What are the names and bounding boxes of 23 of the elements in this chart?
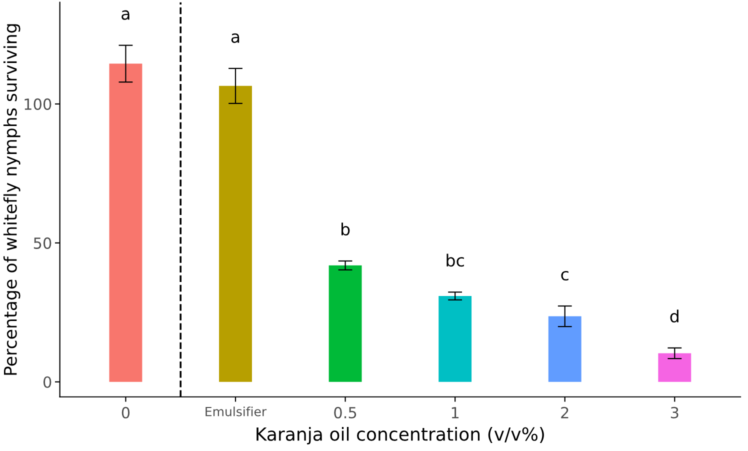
x-tick-label: 0 <box>122 406 130 418</box>
annotation: a <box>231 33 240 43</box>
y-tick-label: 100 <box>24 98 52 110</box>
x-tick-label: 0.5 <box>334 406 356 418</box>
x-axis-title: Karanja oil concentration (v/v%) <box>256 426 544 444</box>
annotation: b <box>342 222 350 236</box>
x-tick-label: Emulsifier <box>206 406 267 416</box>
annotation: bc <box>446 254 464 267</box>
x-tick-label: 1 <box>452 407 459 418</box>
y-tick-label: 0 <box>43 376 52 388</box>
bar <box>109 64 142 382</box>
annotation: c <box>561 270 568 281</box>
x-tick-label: 2 <box>561 406 568 418</box>
bar <box>438 296 472 382</box>
bar <box>548 316 582 382</box>
y-axis-title: Percentage of whitefly nymphs surviving <box>3 24 20 375</box>
x-tick-label: 3 <box>670 406 678 418</box>
annotation: d <box>670 310 678 323</box>
bar <box>658 353 692 382</box>
y-tick-label: 50 <box>34 237 52 249</box>
bar <box>219 86 252 382</box>
bar <box>328 265 362 382</box>
annotation: a <box>122 10 130 20</box>
